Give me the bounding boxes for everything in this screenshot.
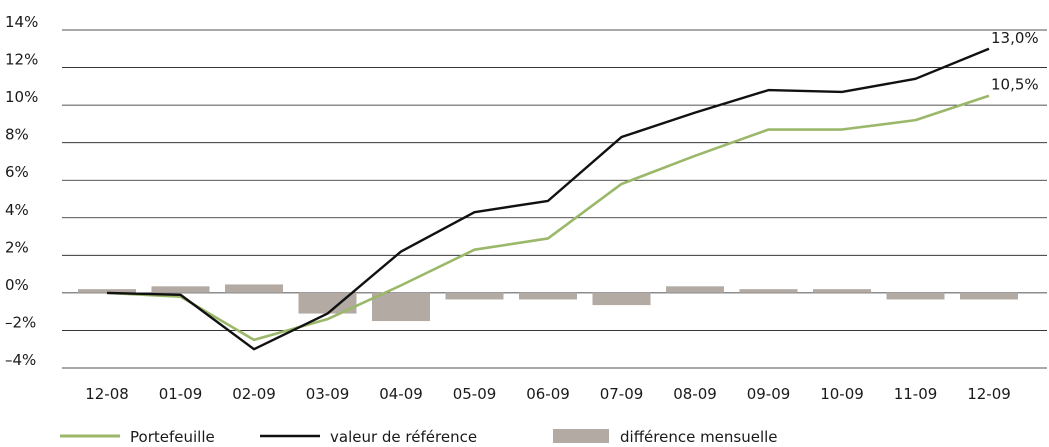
x-tick-label: 10-09: [820, 385, 864, 403]
bar-difference-mensuelle: [445, 292, 504, 300]
legend-swatch: [553, 429, 609, 443]
x-tick-label: 06-09: [526, 385, 570, 403]
y-tick-label: 4%: [5, 201, 29, 219]
bar-difference-mensuelle: [592, 292, 651, 306]
line-valeur-de-reference: [106, 47, 990, 351]
y-tick-label: 10%: [5, 88, 38, 106]
bar-difference-mensuelle: [372, 292, 430, 322]
bar-difference-mensuelle: [813, 289, 871, 293]
x-tick-label: 08-09: [673, 385, 717, 403]
end-label: 10,5%: [991, 76, 1039, 94]
bar-difference-mensuelle: [960, 292, 1018, 300]
y-tick-label: 8%: [5, 126, 29, 144]
bar-difference-mensuelle: [151, 286, 210, 293]
x-tick-label: 01-09: [159, 385, 203, 403]
x-tick-label: 03-09: [306, 385, 350, 403]
bar-difference-mensuelle: [298, 292, 357, 314]
x-tick-label: 12-09: [967, 385, 1011, 403]
bar-difference-mensuelle: [225, 284, 283, 293]
y-tick-label: 14%: [5, 13, 38, 31]
y-tick-label: 6%: [5, 163, 29, 181]
y-tick-label: 2%: [5, 238, 29, 256]
end-labels: 10,5% 13,0%: [991, 29, 1039, 94]
bar-difference-mensuelle: [886, 292, 945, 300]
bar-difference-mensuelle: [519, 292, 577, 300]
x-tick-label: 04-09: [379, 385, 423, 403]
x-axis-ticks: 12-08 01-09 02-09 03-09 04-09 05-09 06-09 07-09…: [85, 385, 1011, 403]
legend-label: valeur de référence: [330, 428, 477, 446]
legend-label: différence mensuelle: [620, 428, 778, 446]
x-tick-label: 05-09: [453, 385, 497, 403]
y-tick-label: 0%: [5, 276, 29, 294]
y-tick-label: –4%: [5, 351, 36, 369]
x-tick-label: 11-09: [894, 385, 938, 403]
end-label: 13,0%: [991, 29, 1039, 47]
y-axis-ticks: –4% –2% 0% 2% 4% 6% 8% 10% 12% 14%: [5, 13, 38, 369]
bar-difference-mensuelle: [78, 289, 136, 293]
x-tick-label: 07-09: [600, 385, 644, 403]
y-tick-label: 12%: [5, 51, 38, 69]
bar-series: [78, 284, 1018, 322]
y-tick-label: –2%: [5, 313, 36, 331]
legend-label: Portefeuille: [130, 428, 215, 446]
legend: Portefeuille valeur de référence différenc…: [60, 428, 778, 446]
x-tick-label: 09-09: [747, 385, 791, 403]
x-tick-label: 12-08: [85, 385, 129, 403]
bar-difference-mensuelle: [666, 286, 724, 293]
bar-difference-mensuelle: [739, 289, 798, 293]
line-series: [106, 47, 990, 351]
x-tick-label: 02-09: [232, 385, 276, 403]
